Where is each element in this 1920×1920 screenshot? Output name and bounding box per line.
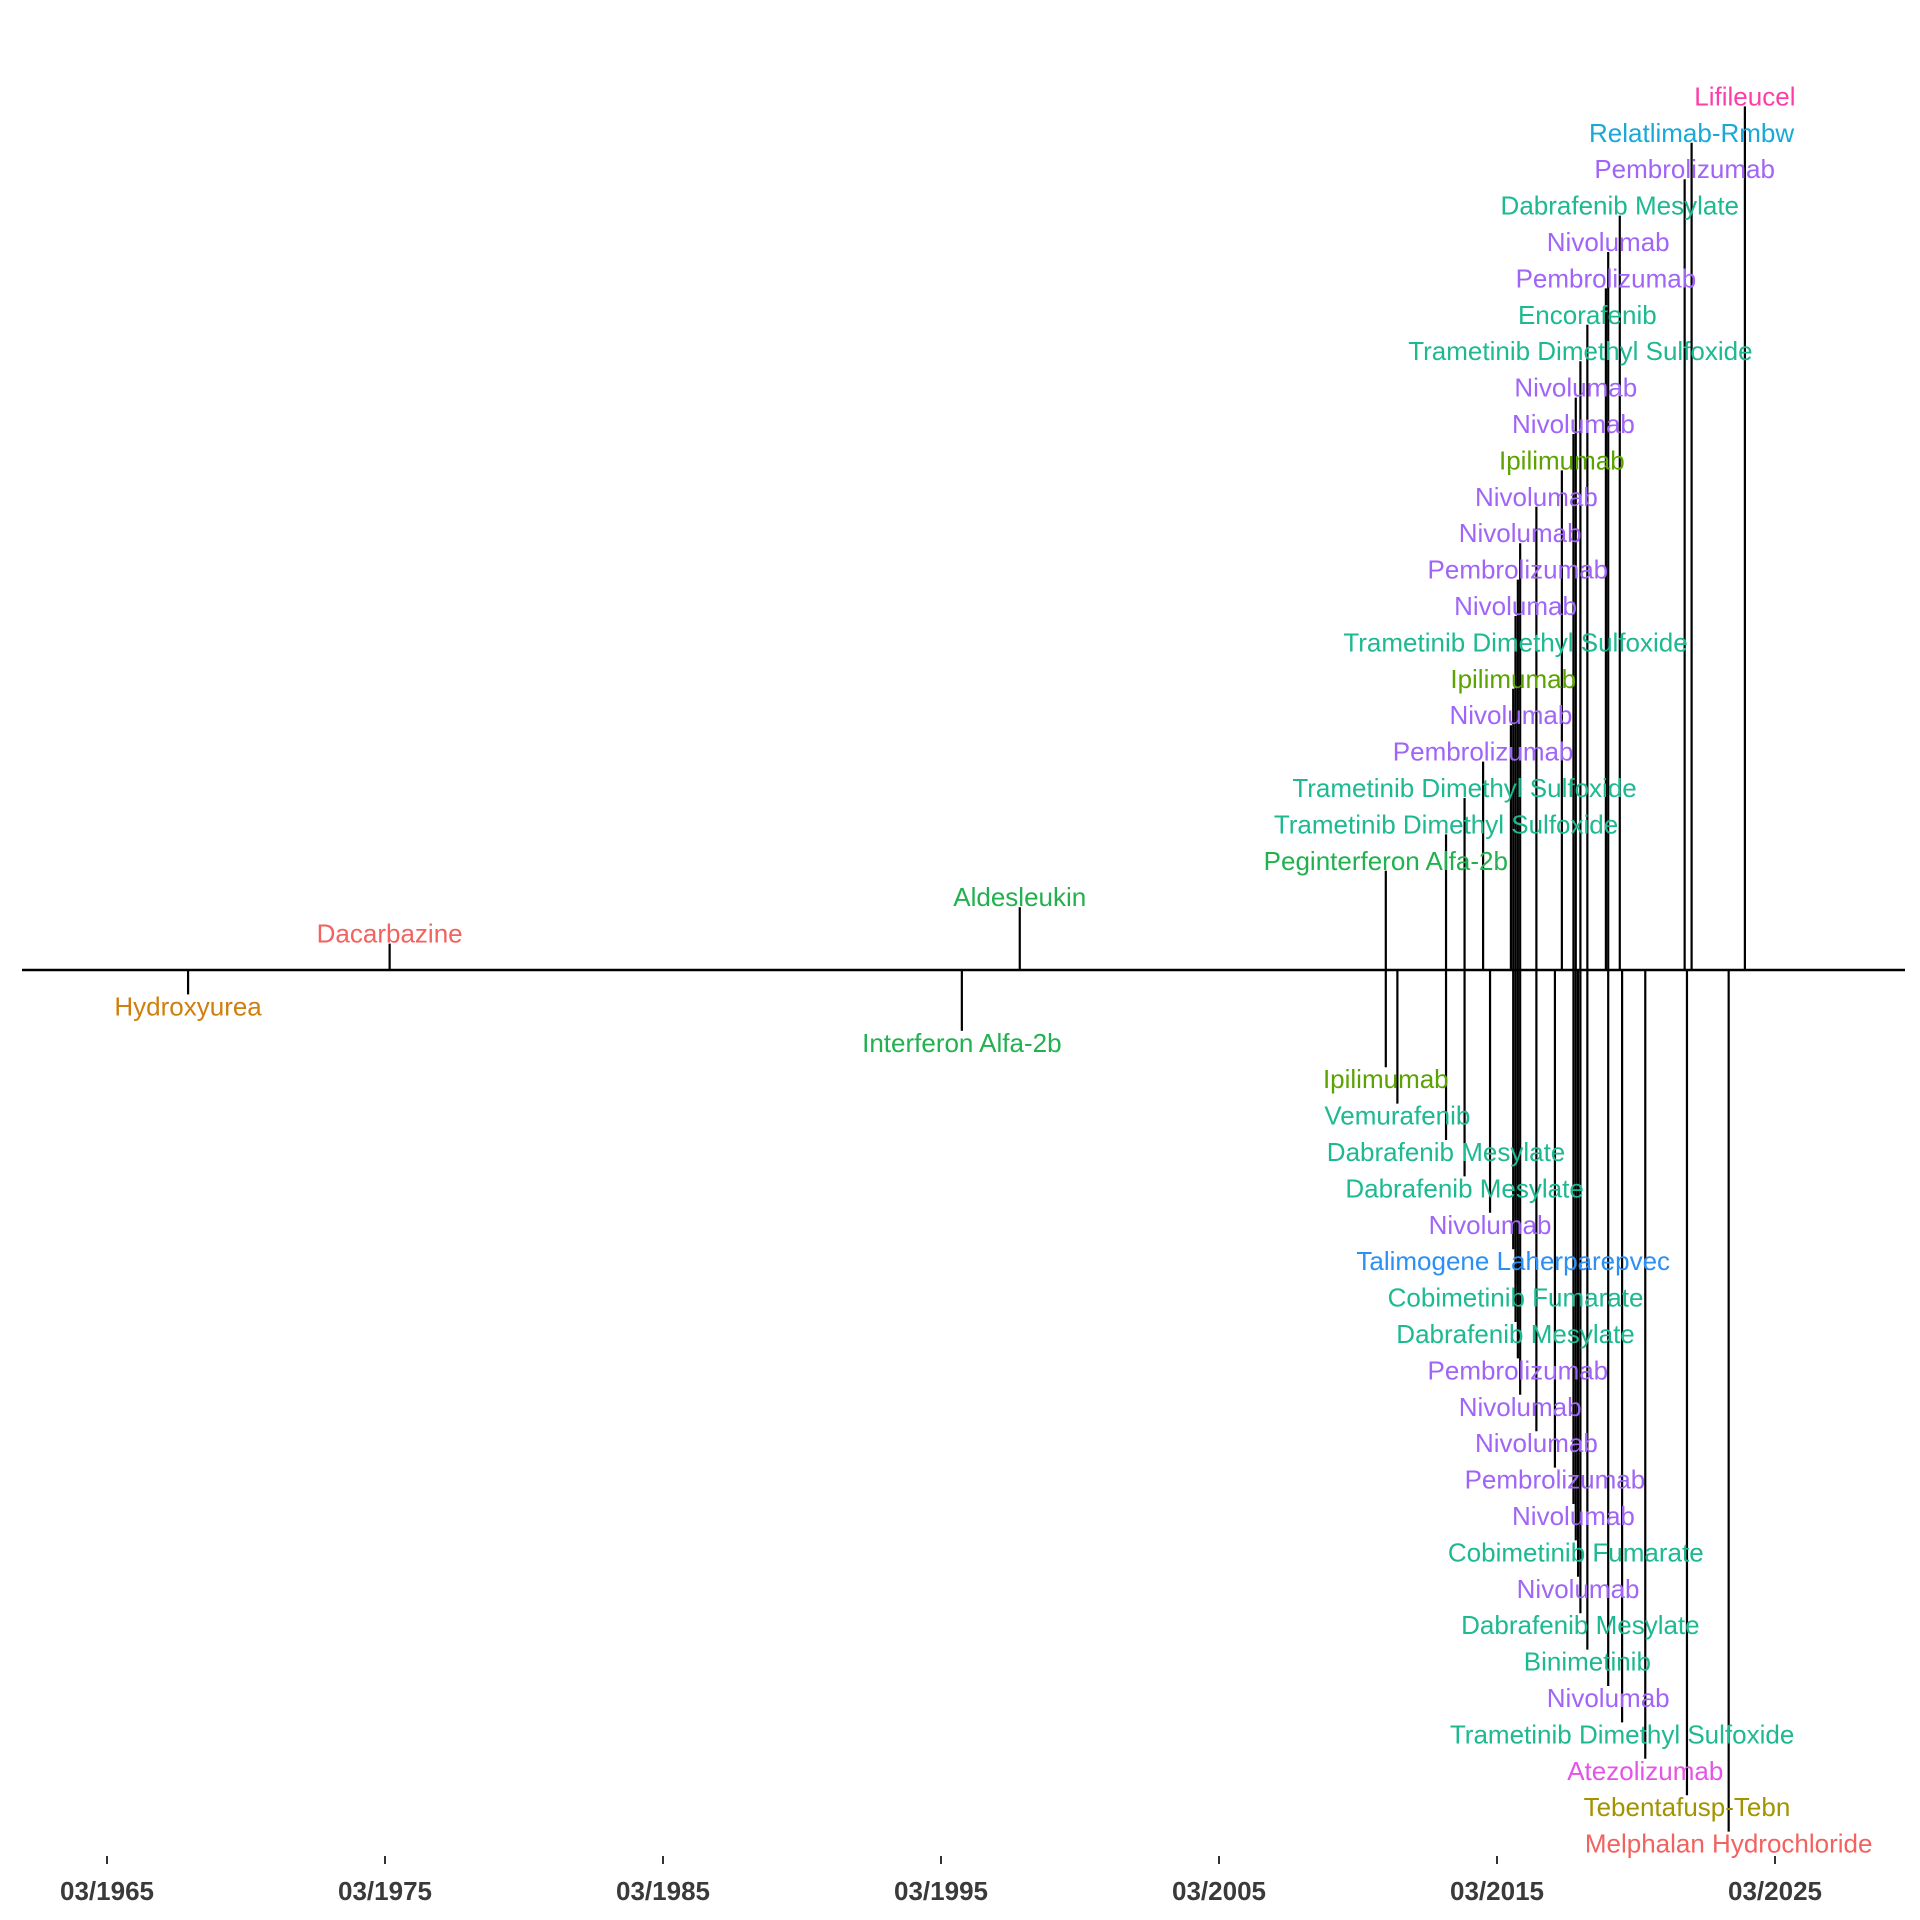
event-label: Trametinib Dimethyl Sulfoxide (1450, 1719, 1794, 1749)
x-tick-label: 03/2025 (1728, 1876, 1822, 1906)
event-label: Trametinib Dimethyl Sulfoxide (1292, 773, 1636, 803)
event-label: Pembrolizumab (1465, 1465, 1646, 1495)
event-label: Encorafenib (1518, 300, 1657, 330)
event-label: Trametinib Dimethyl Sulfoxide (1408, 336, 1752, 366)
x-tick-label: 03/1985 (616, 1876, 710, 1906)
event-label: Cobimetinib Fumarate (1448, 1537, 1704, 1567)
event-label: Nivolumab (1454, 591, 1577, 621)
event-label: Dabrafenib Mesylate (1461, 1610, 1699, 1640)
event-label: Nivolumab (1547, 227, 1670, 257)
event-label: Vemurafenib (1324, 1101, 1470, 1131)
event-label: Nivolumab (1459, 1392, 1582, 1422)
event-label: Trametinib Dimethyl Sulfoxide (1343, 627, 1687, 657)
event-label: Atezolizumab (1567, 1756, 1723, 1786)
event-label: Peginterferon Alfa-2b (1264, 846, 1508, 876)
event-label: Pembrolizumab (1393, 737, 1574, 767)
x-tick-label: 03/1975 (338, 1876, 432, 1906)
event-label: Nivolumab (1429, 1210, 1552, 1240)
event-label: Dabrafenib Mesylate (1501, 191, 1739, 221)
event-label: Melphalan Hydrochloride (1585, 1829, 1873, 1859)
event-label: Hydroxyurea (114, 991, 262, 1021)
event-label: Aldesleukin (953, 882, 1086, 912)
event-label: Dabrafenib Mesylate (1327, 1137, 1565, 1167)
event-label: Ipilimumab (1499, 445, 1625, 475)
event-label: Nivolumab (1512, 409, 1635, 439)
x-axis-ticks: 03/1965 03/1975 03/1985 03/1995 03/2005 03/20… (60, 1856, 1822, 1906)
x-tick-label: 03/2015 (1450, 1876, 1544, 1906)
event-label: Pembrolizumab (1428, 1355, 1609, 1385)
x-tick-label: 03/1995 (894, 1876, 988, 1906)
x-tick-label: 03/1965 (60, 1876, 154, 1906)
event-label: Pembrolizumab (1516, 263, 1697, 293)
event-label: Tebentafusp-Tebn (1584, 1792, 1791, 1822)
event-label: Nivolumab (1449, 700, 1572, 730)
event-label: Talimogene Laherparepvec (1356, 1246, 1670, 1276)
event-label: Lifileucel (1694, 81, 1795, 111)
event-label: Relatlimab-Rmbw (1589, 118, 1794, 148)
event-stems (186, 106, 1746, 1832)
event-label: Nivolumab (1475, 1428, 1598, 1458)
event-label: Nivolumab (1475, 482, 1598, 512)
event-label: Nivolumab (1512, 1501, 1635, 1531)
event-label: Nivolumab (1517, 1574, 1640, 1604)
event-label: Nivolumab (1459, 518, 1582, 548)
event-label: Dabrafenib Mesylate (1345, 1173, 1583, 1203)
event-label: Interferon Alfa-2b (862, 1028, 1061, 1058)
event-label: Nivolumab (1514, 373, 1637, 403)
event-label: Nivolumab (1547, 1683, 1670, 1713)
event-label: Ipilimumab (1450, 664, 1576, 694)
event-label: Cobimetinib Fumarate (1388, 1283, 1644, 1313)
event-label: Trametinib Dimethyl Sulfoxide (1274, 809, 1618, 839)
x-tick-label: 03/2005 (1172, 1876, 1266, 1906)
event-label: Ipilimumab (1323, 1064, 1449, 1094)
event-label: Binimetinib (1524, 1647, 1651, 1677)
event-label: Dabrafenib Mesylate (1396, 1319, 1634, 1349)
event-label: Pembrolizumab (1428, 555, 1609, 585)
event-label: Dacarbazine (317, 919, 463, 949)
event-label: Pembrolizumab (1594, 154, 1775, 184)
event-labels: Hydroxyurea Dacarbazine Interferon Alfa-2b… (114, 81, 1872, 1858)
